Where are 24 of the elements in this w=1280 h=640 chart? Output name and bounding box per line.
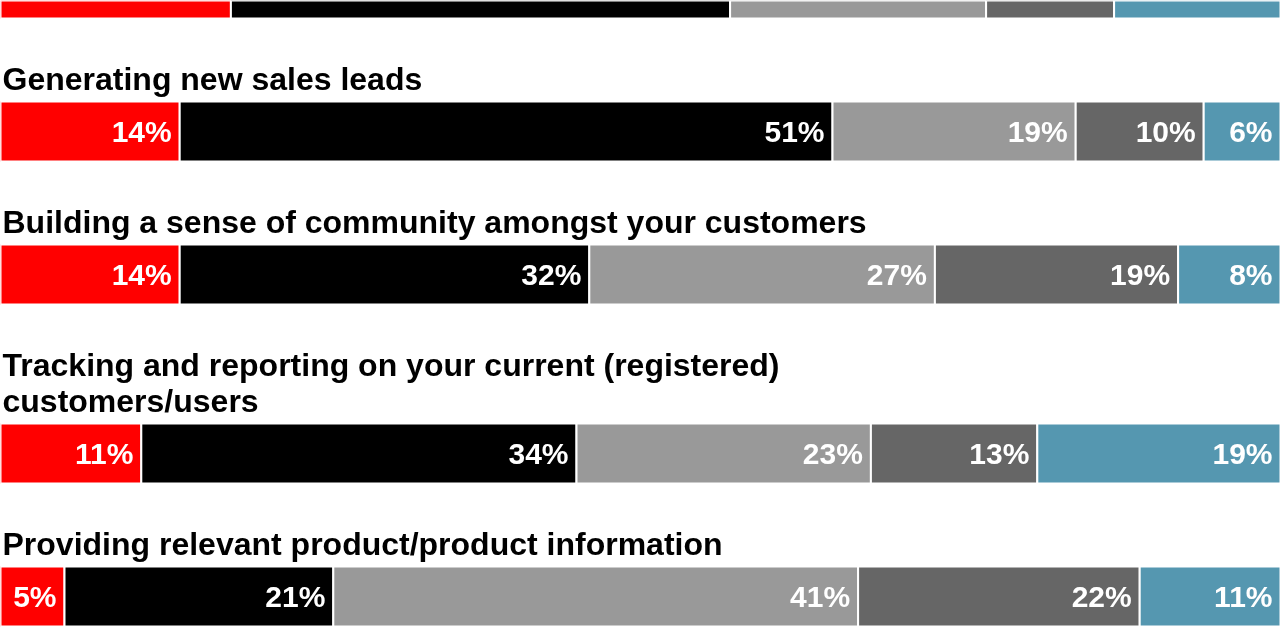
data-label: 22% bbox=[1071, 580, 1132, 613]
data-label: 19% bbox=[1110, 258, 1171, 291]
data-label: 6% bbox=[1229, 115, 1273, 148]
data-label: 11% bbox=[1214, 580, 1273, 613]
data-label: 13% bbox=[969, 437, 1030, 470]
y-tick-label: Generating new sales leads bbox=[2, 60, 423, 97]
y-tick-label: Tracking and reporting on your current (registered) customers/users bbox=[2, 346, 780, 419]
data-label: 11% bbox=[74, 437, 134, 470]
data-label: 32% bbox=[521, 258, 582, 291]
data-label: 51% bbox=[764, 115, 825, 148]
data-label: 5% bbox=[13, 580, 57, 613]
data-label: 14% bbox=[111, 258, 172, 291]
y-tick-label: Building a sense of community amongst your customers bbox=[2, 203, 867, 240]
data-label: 21% bbox=[265, 580, 326, 613]
data-label: 34% bbox=[508, 437, 569, 470]
y-tick-label: Providing relevant product/product information bbox=[2, 525, 723, 562]
data-label: 41% bbox=[790, 580, 851, 613]
data-label: 14% bbox=[111, 115, 172, 148]
data-label: 8% bbox=[1229, 258, 1273, 291]
data-label: 10% bbox=[1135, 115, 1196, 148]
data-label: 23% bbox=[802, 437, 863, 470]
data-label: 19% bbox=[1212, 437, 1273, 470]
data-label: 27% bbox=[866, 258, 927, 291]
data-label: 19% bbox=[1007, 115, 1068, 148]
